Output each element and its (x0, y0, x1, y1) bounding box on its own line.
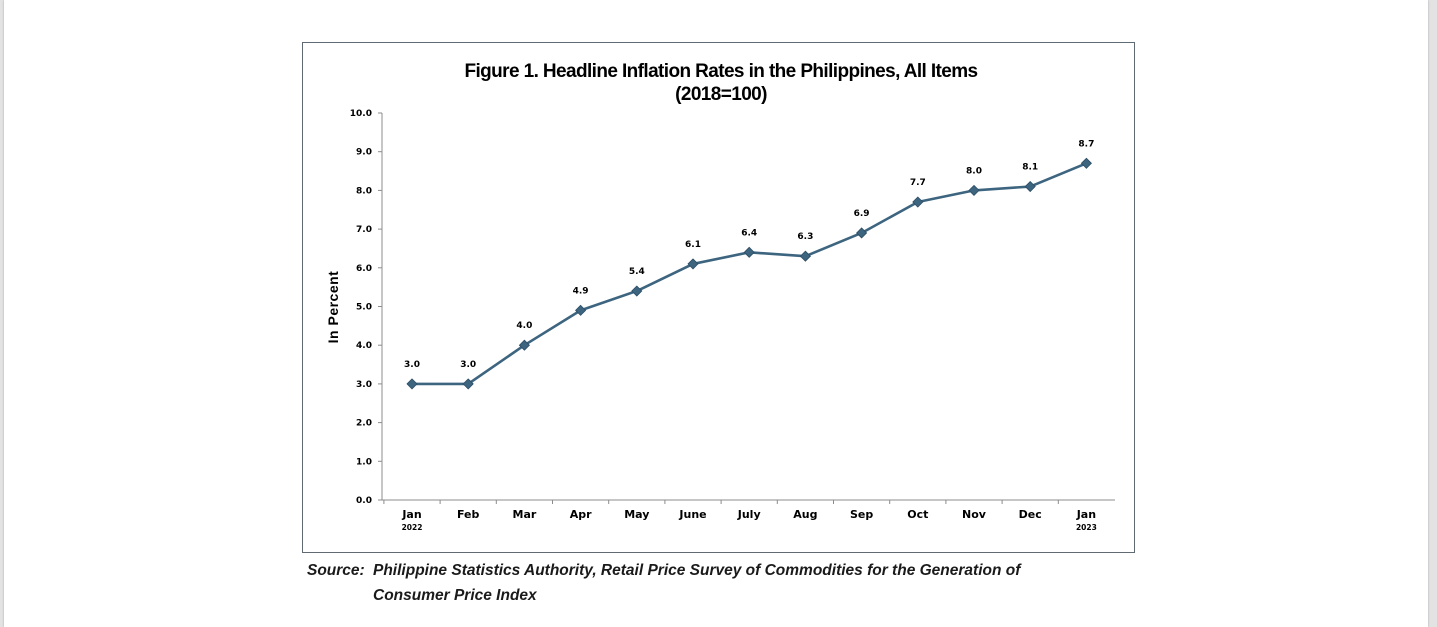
x-tick-label: June (678, 508, 706, 521)
x-tick-label: Aug (793, 508, 817, 521)
source-text-line1: Philippine Statistics Authority, Retail … (373, 562, 1021, 579)
y-tick-label: 7.0 (356, 225, 372, 235)
y-tick-label: 3.0 (356, 380, 372, 390)
y-tick-label: 8.0 (356, 186, 372, 196)
data-labels: 3.0 3.0 4.0 4.9 5.4 6.1 6.4 6.3 6.9 7.7 8.0 8.1 8.7 (404, 139, 1094, 370)
data-label: 6.1 (685, 240, 701, 250)
data-label: 6.3 (797, 232, 813, 242)
data-marker (631, 285, 643, 297)
x-tick-label: Apr (570, 508, 592, 521)
x-tick-sublabel: 2023 (1076, 523, 1097, 532)
data-marker (406, 378, 418, 390)
chart-title-line2: (2018=100) (675, 84, 767, 105)
x-tick-label: Oct (907, 508, 928, 521)
y-axis-label: In Percent (325, 271, 341, 344)
data-label: 4.9 (573, 286, 589, 296)
y-tick-label: 6.0 (356, 264, 372, 274)
document-page: Figure 1. Headline Inflation Rates in th… (4, 0, 1428, 627)
data-label: 6.9 (854, 209, 870, 219)
data-marker (462, 378, 474, 390)
x-tick-label: Dec (1019, 508, 1042, 521)
data-label: 8.7 (1078, 139, 1094, 149)
y-tick-label: 5.0 (356, 303, 372, 313)
source-text-line2: Consumer Price Index (373, 587, 537, 604)
source-note: Source: Philippine Statistics Authority, … (307, 558, 1107, 608)
y-tick-label: 2.0 (356, 419, 372, 429)
data-label: 7.7 (910, 178, 926, 188)
y-tick-label: 0.0 (356, 496, 372, 506)
data-marker (912, 196, 924, 208)
data-marker (518, 339, 530, 351)
y-tick-label: 4.0 (356, 341, 372, 351)
x-tick-labels: Jan 2022 Feb Mar Apr May June July Aug Sep Oct Nov D… (401, 508, 1097, 532)
data-marker (1024, 180, 1036, 193)
axes (378, 112, 1115, 504)
data-marker (968, 184, 980, 196)
data-marker (1080, 157, 1092, 169)
x-tick-label: July (737, 508, 761, 521)
source-line1: Source: Philippine Statistics Authority, … (307, 558, 1107, 583)
x-tick-label: Mar (513, 508, 537, 521)
x-tick-label: Feb (457, 508, 480, 521)
source-label: Source: (307, 562, 365, 579)
x-tick-label: Sep (850, 508, 873, 521)
data-marker (743, 246, 755, 258)
data-marker (575, 304, 587, 316)
data-label: 4.0 (516, 321, 532, 331)
data-label: 3.0 (404, 360, 420, 370)
y-tick-label: 1.0 (356, 457, 372, 467)
x-tick-label: Jan (1076, 508, 1096, 521)
data-label: 8.0 (966, 166, 982, 176)
chart-title-line1: Figure 1. Headline Inflation Rates in th… (464, 61, 977, 82)
data-label: 3.0 (460, 360, 476, 370)
data-marker (856, 227, 868, 239)
data-label: 8.1 (1022, 163, 1038, 173)
x-tick-label: Nov (962, 508, 987, 521)
series-line (412, 162, 1087, 386)
data-marker (799, 250, 811, 262)
x-tick-sublabel: 2022 (402, 523, 423, 532)
y-tick-label: 10.0 (350, 109, 372, 119)
y-tick-label: 9.0 (356, 148, 372, 158)
data-label: 5.4 (629, 267, 645, 277)
data-label: 6.4 (741, 228, 757, 238)
y-tick-labels: 0.0 1.0 2.0 3.0 4.0 5.0 6.0 7.0 8.0 9.0 10.0 (350, 109, 372, 506)
chart-frame: Figure 1. Headline Inflation Rates in th… (302, 42, 1135, 553)
data-marker (687, 258, 699, 270)
x-tick-label: Jan (401, 508, 421, 521)
x-tick-label: May (624, 508, 649, 521)
inflation-line-chart: Figure 1. Headline Inflation Rates in th… (325, 61, 1115, 532)
data-markers (406, 157, 1092, 390)
